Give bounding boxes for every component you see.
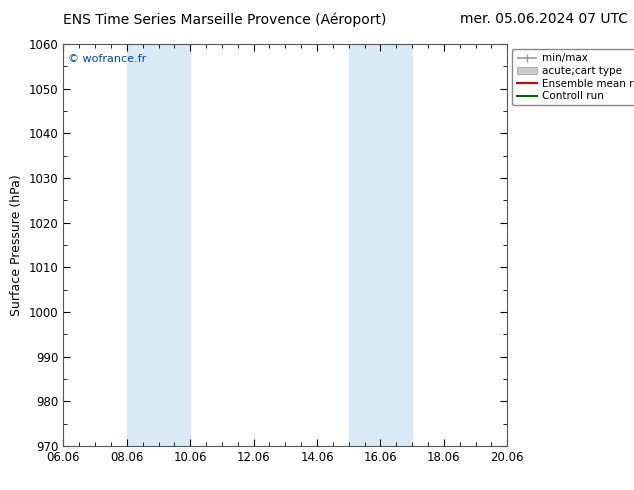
Bar [349,44,412,446]
Y-axis label: Surface Pressure (hPa): Surface Pressure (hPa) [10,174,23,316]
Text: ENS Time Series Marseille Provence (Aéroport): ENS Time Series Marseille Provence (Aéro… [63,12,387,27]
Text: mer. 05.06.2024 07 UTC: mer. 05.06.2024 07 UTC [460,12,628,26]
Legend: min/max, acute;cart type, Ensemble mean run, Controll run: min/max, acute;cart type, Ensemble mean … [512,49,634,105]
Text: © wofrance.fr: © wofrance.fr [68,54,146,64]
Bar [127,44,190,446]
